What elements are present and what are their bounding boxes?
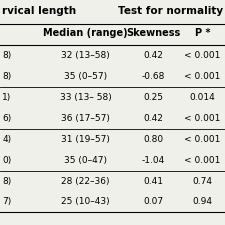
Text: 35 (0–57): 35 (0–57) [64,72,107,81]
Text: 33 (13– 58): 33 (13– 58) [60,93,111,102]
Text: < 0.001: < 0.001 [184,114,221,123]
Text: 31 (19–57): 31 (19–57) [61,135,110,144]
Text: 0.41: 0.41 [143,176,163,185]
Text: 4): 4) [2,135,11,144]
Text: rvical length: rvical length [2,6,76,16]
Text: 32 (13–58): 32 (13–58) [61,51,110,60]
Text: P *: P * [195,28,210,38]
Text: 7): 7) [2,198,11,207]
Text: Skewness: Skewness [126,28,180,38]
Text: Median (range): Median (range) [43,28,128,38]
Text: < 0.001: < 0.001 [184,135,221,144]
Text: 0.74: 0.74 [193,176,212,185]
Text: 0.25: 0.25 [143,93,163,102]
Text: 8): 8) [2,176,11,185]
Text: < 0.001: < 0.001 [184,155,221,164]
Text: < 0.001: < 0.001 [184,72,221,81]
Text: 1): 1) [2,93,11,102]
Text: 0.42: 0.42 [143,114,163,123]
Text: 0.014: 0.014 [190,93,215,102]
Text: 0.94: 0.94 [193,198,212,207]
Text: 0.80: 0.80 [143,135,163,144]
Text: 36 (17–57): 36 (17–57) [61,114,110,123]
Text: 8): 8) [2,72,11,81]
Text: -0.68: -0.68 [141,72,165,81]
Text: 0): 0) [2,155,11,164]
Text: 0.07: 0.07 [143,198,163,207]
Text: -1.04: -1.04 [141,155,165,164]
Text: 35 (0–47): 35 (0–47) [64,155,107,164]
Text: 25 (10–43): 25 (10–43) [61,198,110,207]
Text: < 0.001: < 0.001 [184,51,221,60]
Text: Test for normality: Test for normality [118,6,224,16]
Text: 28 (22–36): 28 (22–36) [61,176,110,185]
Text: 8): 8) [2,51,11,60]
Text: 0.42: 0.42 [143,51,163,60]
Text: 6): 6) [2,114,11,123]
